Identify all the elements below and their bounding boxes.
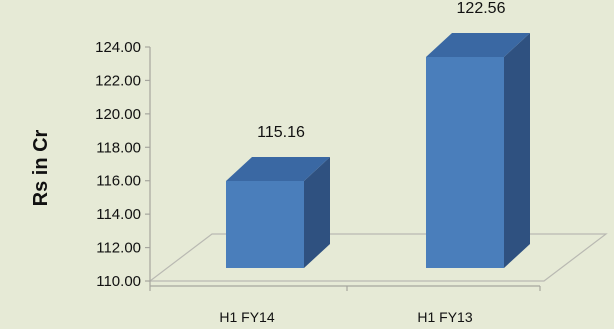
x-axis-categories: H1 FY14 H1 FY13 bbox=[219, 309, 472, 325]
bar-side bbox=[304, 157, 330, 268]
data-label: 115.16 bbox=[257, 124, 305, 141]
y-tick-label: 110.00 bbox=[96, 273, 141, 290]
bar-front bbox=[426, 57, 504, 268]
bar-top bbox=[226, 157, 330, 181]
data-label: 122.56 bbox=[457, 0, 506, 17]
y-tick-label: 114.00 bbox=[96, 206, 141, 223]
category-label: H1 FY14 bbox=[219, 309, 274, 325]
y-tick-label: 116.00 bbox=[96, 173, 141, 190]
bar-front bbox=[226, 181, 304, 268]
bar-side bbox=[504, 33, 530, 268]
y-tick-label: 118.00 bbox=[96, 139, 141, 156]
y-tick-label: 112.00 bbox=[96, 240, 141, 257]
bar-top bbox=[426, 33, 530, 57]
category-label: H1 FY13 bbox=[417, 309, 472, 325]
bar bbox=[226, 157, 330, 268]
y-axis-label: Rs in Cr bbox=[30, 129, 52, 206]
y-tick-label: 120.00 bbox=[95, 106, 141, 123]
bar bbox=[426, 33, 530, 268]
y-axis-ticks: 110.00 112.00 114.00 116.00 118.00 120.00 122.… bbox=[95, 39, 150, 290]
chart-floor bbox=[148, 233, 608, 282]
bars: 115.16 122.56 bbox=[226, 0, 530, 268]
floor-plane bbox=[148, 233, 608, 282]
y-tick-label: 124.00 bbox=[95, 39, 141, 56]
y-tick-label: 122.00 bbox=[95, 72, 141, 89]
axes bbox=[149, 47, 541, 291]
